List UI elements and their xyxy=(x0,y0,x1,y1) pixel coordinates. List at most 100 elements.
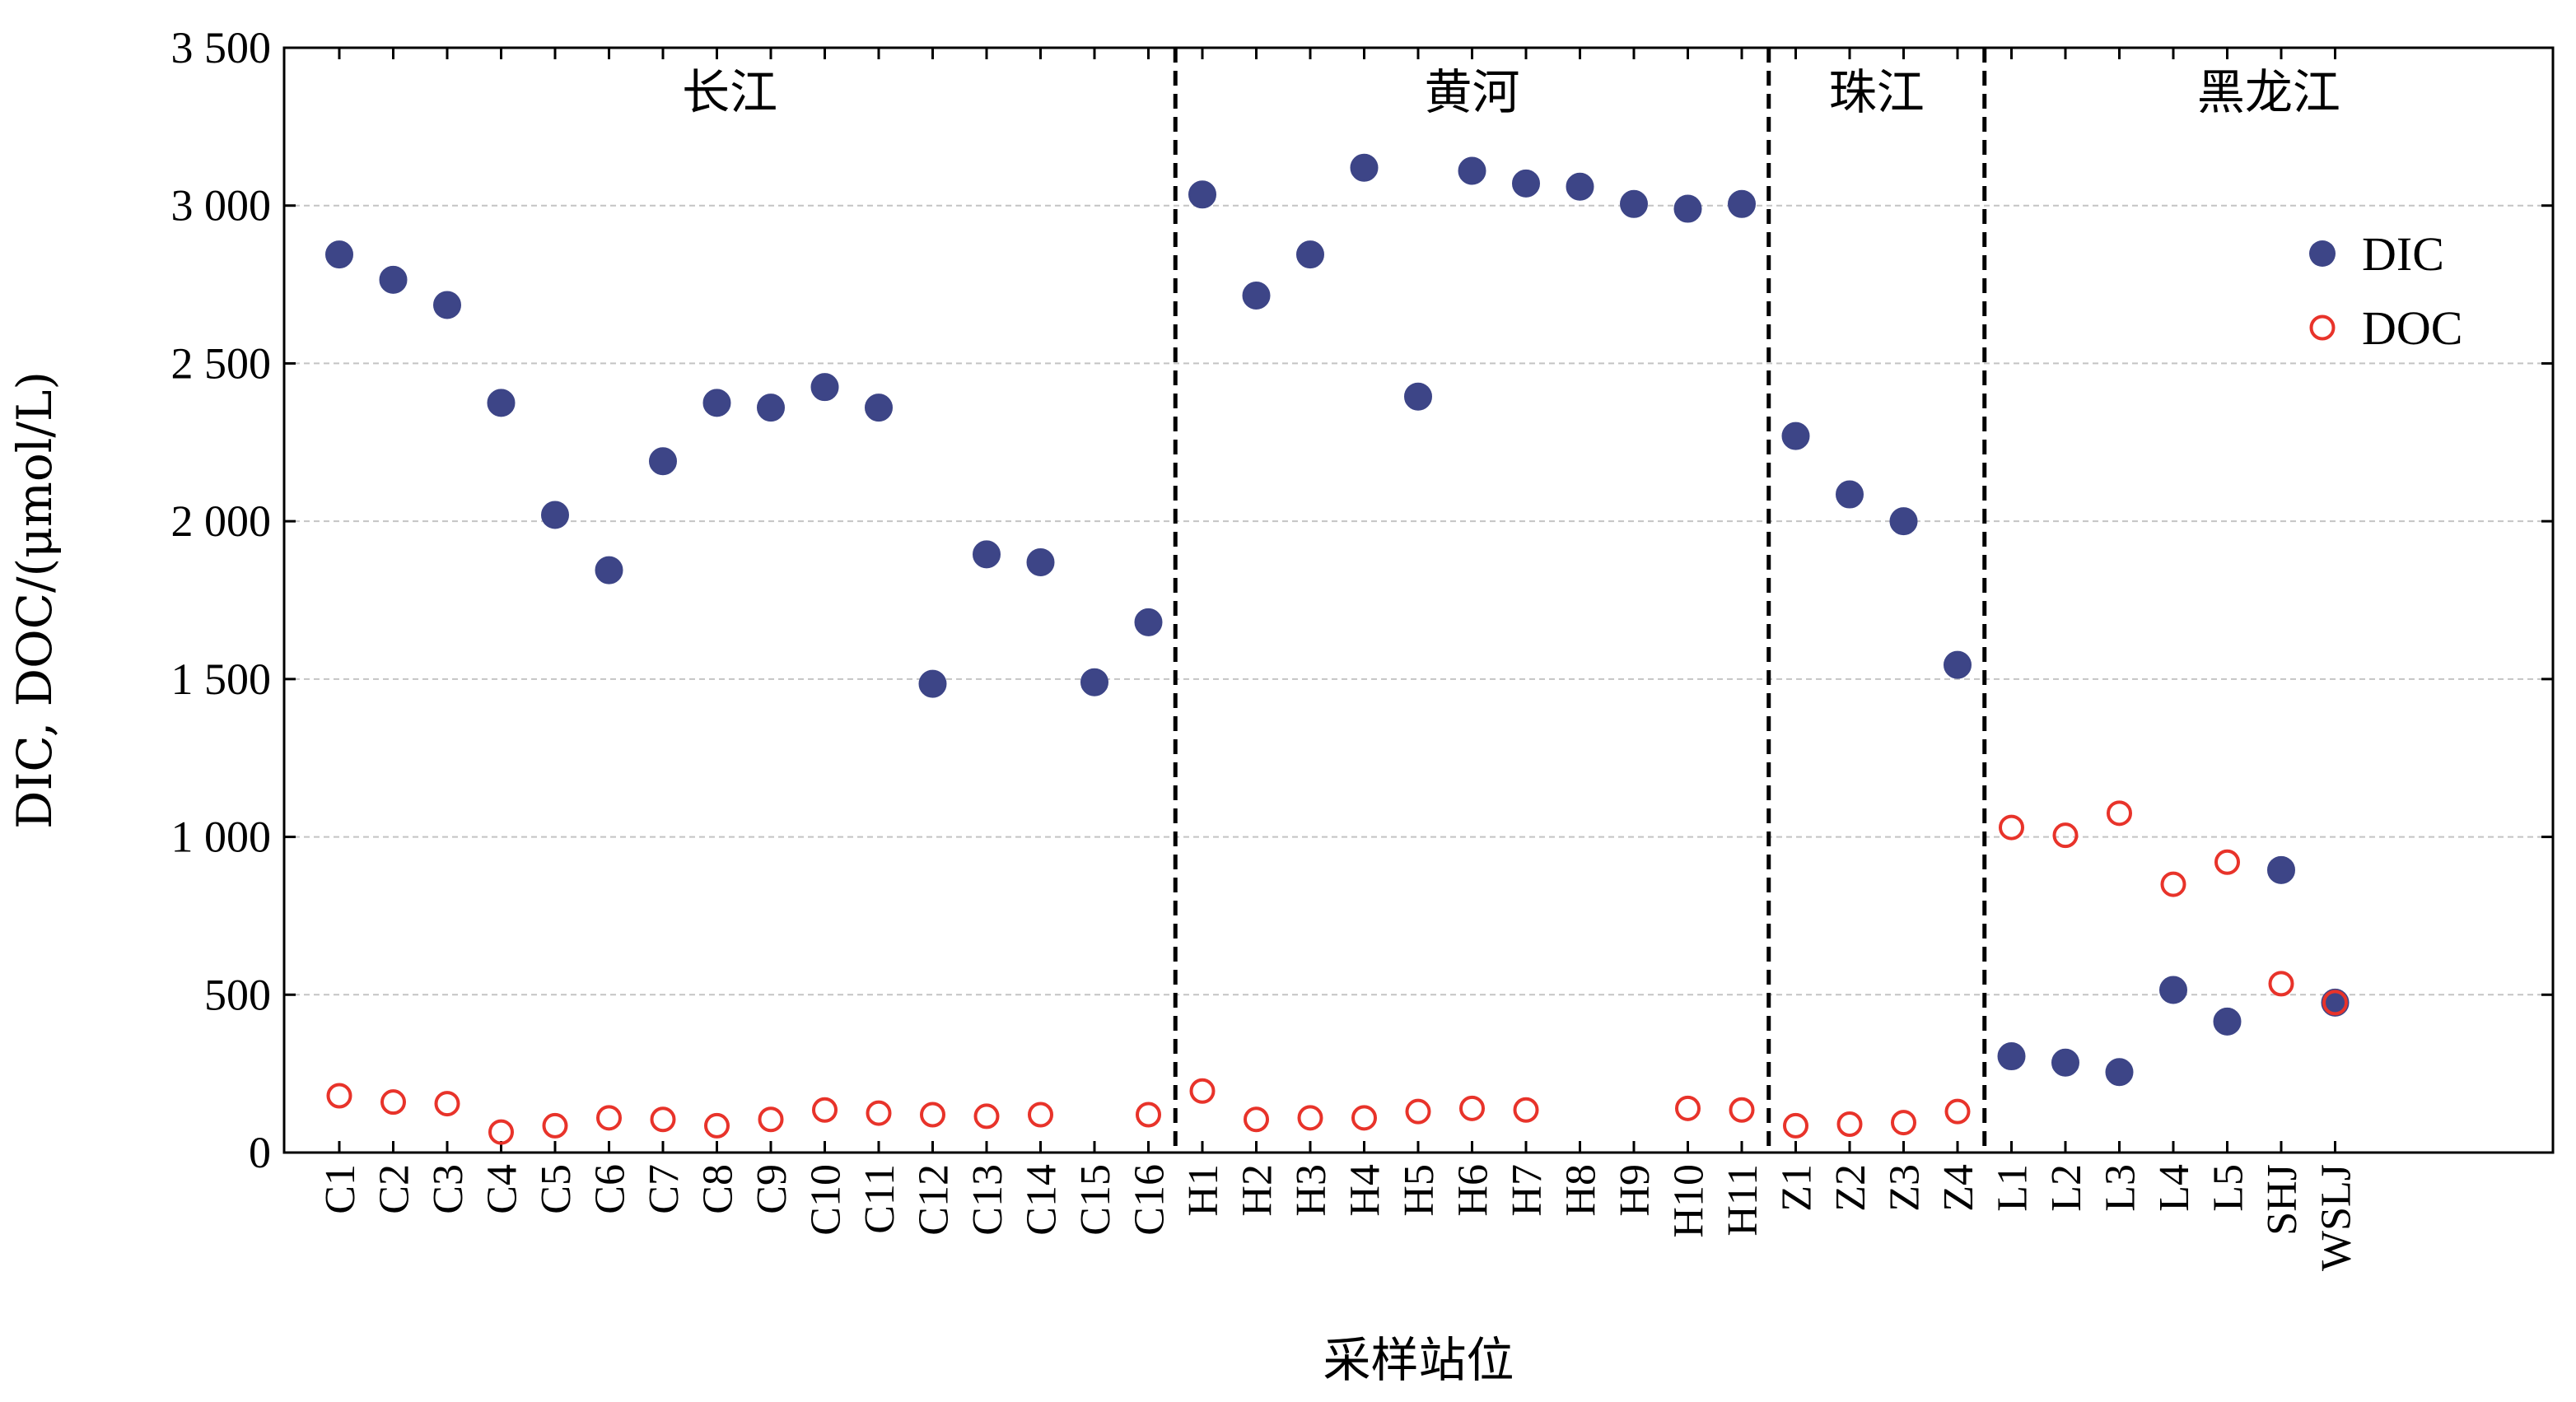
dic-point xyxy=(1350,153,1379,182)
doc-point xyxy=(1836,1111,1863,1137)
y-tick-label: 0 xyxy=(249,1128,271,1177)
dic-point xyxy=(2051,1048,2079,1077)
doc-point xyxy=(2268,971,2294,997)
dic-point xyxy=(1404,382,1432,411)
doc-point xyxy=(1297,1105,1323,1131)
x-tick-label: H7 xyxy=(1504,1164,1551,1217)
y-tick-label: 500 xyxy=(204,970,271,1019)
doc-point xyxy=(973,1103,1000,1130)
dic-point xyxy=(595,556,623,585)
x-tick-label: Z3 xyxy=(1882,1164,1929,1212)
x-tick-label: H11 xyxy=(1720,1164,1766,1237)
doc-point xyxy=(1783,1112,1808,1139)
dic-point xyxy=(487,389,516,417)
doc-point xyxy=(1136,1102,1161,1128)
x-tick-label: C2 xyxy=(371,1164,418,1214)
dic-point xyxy=(1673,194,1702,223)
doc-point xyxy=(1675,1095,1701,1121)
doc-point xyxy=(596,1105,622,1131)
doc-point xyxy=(1729,1097,1755,1123)
dic-point xyxy=(379,265,408,294)
doc-point xyxy=(1459,1095,1485,1121)
doc-point xyxy=(542,1112,568,1139)
x-tick-label: C9 xyxy=(749,1164,796,1214)
dic-point xyxy=(865,394,893,422)
y-axis-title: DIC, DOC/(μmol/L) xyxy=(7,371,63,829)
doc-point xyxy=(2052,822,2079,849)
x-tick-label: H6 xyxy=(1450,1164,1497,1217)
doc-point xyxy=(380,1089,406,1116)
x-axis-ticks: C1 C2 C3 C4 C5 C6 C7 C8 C9 C10 C11 C12 C13 C14 C15 C16 H… xyxy=(317,48,2360,1271)
doc-point xyxy=(2160,871,2186,897)
x-tick-label: C7 xyxy=(641,1164,688,1214)
x-tick-label: H5 xyxy=(1396,1164,1443,1217)
y-tick-label: 1 500 xyxy=(171,654,272,704)
y-tick-label: 1 000 xyxy=(171,813,272,862)
x-tick-label: C6 xyxy=(587,1164,634,1214)
dic-point xyxy=(1889,507,1918,536)
x-tick-label: H4 xyxy=(1342,1164,1389,1217)
x-tick-label: C5 xyxy=(533,1164,580,1214)
dic-point xyxy=(1728,189,1756,218)
x-tick-label: WSLJ xyxy=(2313,1164,2360,1271)
dic-point xyxy=(1134,608,1163,636)
x-tick-label: Z1 xyxy=(1774,1164,1821,1212)
region-label: 珠江 xyxy=(1829,64,1925,120)
legend-label: DIC xyxy=(2362,227,2444,281)
region-label: 长江 xyxy=(682,64,777,120)
dic-point xyxy=(649,447,677,476)
dic-point xyxy=(1026,547,1055,576)
dic-point xyxy=(1781,422,1810,450)
y-axis-ticks: 0 500 1 000 1 500 2 000 2 500 3 000 3 500 xyxy=(171,23,2553,1177)
doc-point xyxy=(2214,849,2240,875)
dic-point xyxy=(1836,480,1864,509)
dic-point xyxy=(702,389,731,417)
dic-point xyxy=(1188,180,1216,209)
x-tick-label: L3 xyxy=(2098,1164,2144,1212)
x-tick-label: C16 xyxy=(1127,1164,1174,1236)
x-tick-label: H2 xyxy=(1234,1164,1281,1217)
legend: DIC DOC xyxy=(2309,227,2462,355)
y-tick-label: 2 000 xyxy=(171,496,272,546)
doc-point xyxy=(1891,1110,1916,1136)
dic-point xyxy=(2321,988,2350,1017)
doc-point xyxy=(758,1106,784,1133)
legend-marker-dic xyxy=(2309,240,2336,267)
x-tick-label: H10 xyxy=(1666,1164,1713,1238)
x-tick-label: SHJ xyxy=(2259,1164,2306,1236)
x-tick-label: Z2 xyxy=(1827,1164,1874,1212)
dic-point xyxy=(918,669,947,698)
x-tick-label: H9 xyxy=(1612,1164,1659,1217)
dic-point xyxy=(433,291,461,319)
x-tick-label: C13 xyxy=(964,1164,1011,1236)
doc-point xyxy=(1351,1105,1377,1131)
region-labels: 长江 黄河 珠江 黑龙江 xyxy=(682,64,2340,120)
dic-point xyxy=(2267,855,2295,884)
dic-point xyxy=(1458,156,1486,185)
x-tick-label: C1 xyxy=(317,1164,364,1214)
dic-point xyxy=(2159,976,2187,1004)
x-tick-label: C10 xyxy=(803,1164,850,1236)
x-tick-label: C15 xyxy=(1072,1164,1119,1236)
x-tick-label: C4 xyxy=(479,1164,526,1214)
region-separators xyxy=(1173,48,1987,1153)
gridlines xyxy=(284,204,2553,996)
doc-point xyxy=(866,1100,892,1126)
dic-point xyxy=(1620,189,1648,218)
dic-point xyxy=(1997,1042,2026,1071)
x-tick-label: Z4 xyxy=(1935,1164,1982,1212)
x-tick-label: C14 xyxy=(1019,1164,1066,1236)
doc-point xyxy=(488,1119,514,1145)
x-tick-label: C3 xyxy=(425,1164,472,1214)
y-tick-label: 3 500 xyxy=(171,23,272,72)
x-tick-label: H3 xyxy=(1288,1164,1335,1217)
dic-point xyxy=(1944,650,1972,679)
doc-point xyxy=(434,1091,460,1117)
dic-point xyxy=(810,373,839,402)
dic-point xyxy=(325,240,353,269)
doc-point xyxy=(326,1083,352,1109)
y-tick-label: 2 500 xyxy=(171,338,272,388)
x-tick-label: L2 xyxy=(2043,1164,2090,1212)
dic-point xyxy=(1242,281,1271,310)
